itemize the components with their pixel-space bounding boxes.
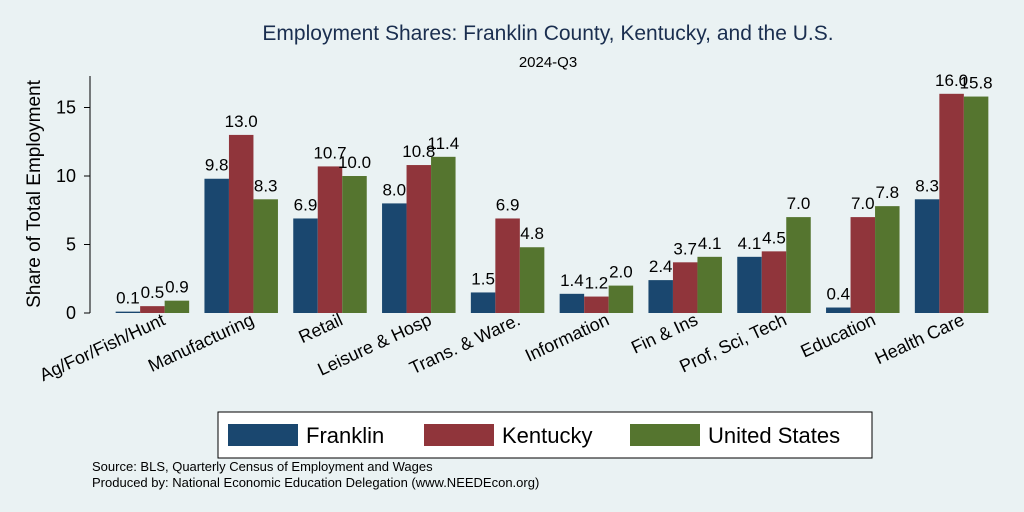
bar-franklin-retail xyxy=(293,218,318,313)
bar-united-states-fin-ins xyxy=(697,256,722,313)
legend-swatch-kentucky xyxy=(424,424,494,446)
chart-title: Employment Shares: Franklin County, Kent… xyxy=(262,22,833,45)
legend-swatch-united-states xyxy=(630,424,700,446)
bar-united-states-retail xyxy=(342,176,367,313)
category-label: Ag/For/Fish/Hunt xyxy=(36,309,168,385)
y-axis-ticks: 0 5 10 15 xyxy=(56,98,90,323)
value-label-franklin: 6.9 xyxy=(294,195,318,214)
bar-united-states-trans-ware xyxy=(519,247,545,313)
value-label-franklin: 1.5 xyxy=(471,269,495,288)
category-label: Education xyxy=(797,309,878,361)
category-label: Health Care xyxy=(872,309,968,368)
legend-label-franklin: Franklin xyxy=(306,423,384,448)
bar-united-states-education xyxy=(875,206,900,313)
value-label-franklin: 1.4 xyxy=(560,271,584,290)
category-label: Information xyxy=(522,309,612,365)
bar-kentucky-retail xyxy=(317,166,343,313)
produced-note: Produced by: National Economic Education… xyxy=(92,475,539,490)
bar-kentucky-ag-for-fish-hunt xyxy=(140,306,165,313)
value-label-franklin: 0.1 xyxy=(116,289,140,308)
category-label: Fin & Ins xyxy=(628,309,701,357)
bar-franklin-education xyxy=(826,307,851,313)
bar-united-states-health-care xyxy=(963,96,989,313)
bar-kentucky-health-care xyxy=(939,93,964,313)
legend-label-united-states: United States xyxy=(708,423,840,448)
bar-kentucky-trans-ware xyxy=(495,218,520,313)
value-label-kentucky: 3.7 xyxy=(673,239,697,258)
value-labels: 0.1 0.5 0.9 9.8 13.0 8.3 6.9 10.710.0 8.0 10.811.… xyxy=(116,71,993,308)
value-label-franklin: 0.4 xyxy=(826,285,850,304)
bar-franklin-manufacturing xyxy=(204,178,229,313)
bar-franklin-trans-ware xyxy=(470,292,496,313)
value-label-franklin: 4.1 xyxy=(738,234,762,253)
bar-kentucky-education xyxy=(850,217,876,313)
value-label-united-states: 4.1 xyxy=(698,234,722,253)
bar-kentucky-leisure-hosp xyxy=(406,165,432,313)
value-label-united-states: 8.3 xyxy=(254,176,278,195)
bar-united-states-leisure-hosp xyxy=(431,156,456,313)
value-label-franklin: 2.4 xyxy=(649,257,673,276)
bar-kentucky-information xyxy=(584,296,609,313)
bar-united-states-information xyxy=(608,285,634,313)
legend-box xyxy=(217,411,873,459)
bar-franklin-leisure-hosp xyxy=(382,203,407,313)
value-label-united-states: 15.8 xyxy=(960,74,993,93)
y-axis-label: Share of Total Employment xyxy=(24,79,45,307)
bars-group xyxy=(115,93,989,313)
value-label-kentucky: 13.0 xyxy=(225,112,258,131)
value-label-franklin: 9.8 xyxy=(205,156,229,175)
value-label-kentucky: 10.8 xyxy=(402,142,435,161)
bar-kentucky-fin-ins xyxy=(672,262,698,313)
bar-kentucky-prof-sci-tech xyxy=(761,251,787,313)
value-label-kentucky: 16.0 xyxy=(935,71,968,90)
bar-franklin-prof-sci-tech xyxy=(737,256,762,313)
y-tick-label: 5 xyxy=(66,235,76,255)
value-label-franklin: 8.3 xyxy=(915,176,939,195)
bar-kentucky-manufacturing xyxy=(228,134,254,313)
value-label-united-states: 4.8 xyxy=(520,224,544,243)
source-note: Source: BLS, Quarterly Census of Employm… xyxy=(92,459,433,474)
value-label-franklin: 8.0 xyxy=(382,180,406,199)
value-label-kentucky: 10.7 xyxy=(313,143,346,162)
bar-united-states-ag-for-fish-hunt xyxy=(164,300,190,313)
y-tick-label: 10 xyxy=(56,166,76,186)
bar-franklin-ag-for-fish-hunt xyxy=(115,311,141,313)
value-label-united-states: 11.4 xyxy=(427,134,459,153)
value-label-united-states: 7.8 xyxy=(875,183,899,202)
value-label-kentucky: 0.5 xyxy=(141,283,165,302)
value-label-united-states: 10.0 xyxy=(338,153,371,172)
value-label-kentucky: 1.2 xyxy=(585,274,609,293)
bar-franklin-health-care xyxy=(914,199,940,313)
legend: Franklin Kentucky United States xyxy=(217,411,873,459)
value-label-united-states: 0.9 xyxy=(165,278,189,297)
value-label-kentucky: 6.9 xyxy=(496,195,520,214)
value-label-united-states: 7.0 xyxy=(787,194,811,213)
legend-swatch-franklin xyxy=(228,424,298,446)
bar-franklin-information xyxy=(559,293,585,313)
chart-subtitle: 2024-Q3 xyxy=(519,54,577,71)
bar-united-states-manufacturing xyxy=(253,199,278,313)
value-label-united-states: 2.0 xyxy=(609,263,633,282)
value-label-kentucky: 4.5 xyxy=(762,228,786,247)
value-label-kentucky: 7.0 xyxy=(851,194,875,213)
legend-label-kentucky: Kentucky xyxy=(502,423,593,448)
bar-franklin-fin-ins xyxy=(648,280,673,313)
category-label: Retail xyxy=(296,309,346,347)
bar-united-states-prof-sci-tech xyxy=(786,217,811,313)
y-tick-label: 15 xyxy=(56,98,76,118)
y-tick-label: 0 xyxy=(66,303,76,323)
